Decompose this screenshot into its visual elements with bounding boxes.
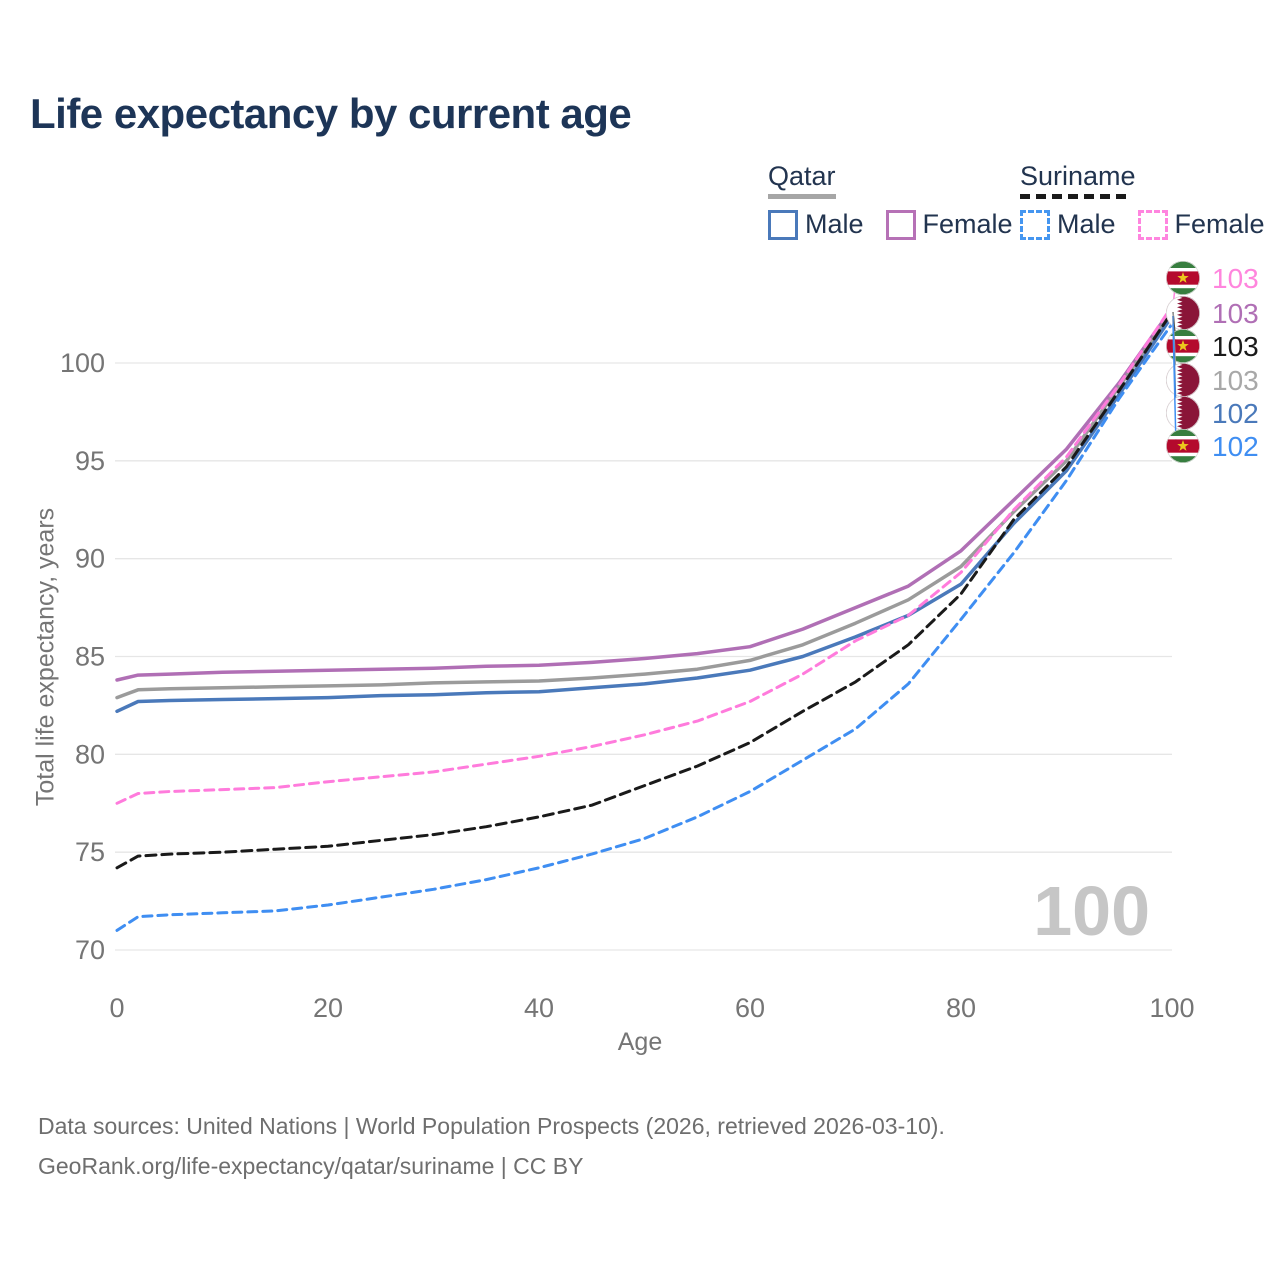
legend-label-qatar-female: Female <box>922 209 1013 239</box>
legend-group-qatar: Qatar Male Female <box>768 162 1035 240</box>
qatar-female-checkbox-icon[interactable] <box>885 209 916 240</box>
x-tick-80: 80 <box>946 993 976 1023</box>
series-line-qatar-all <box>115 310 1174 700</box>
x-tick-100: 100 <box>1149 993 1194 1023</box>
x-tick-60: 60 <box>735 993 765 1023</box>
legend-toggle-qatar-male[interactable]: Male <box>768 209 864 240</box>
x-tick-40: 40 <box>524 993 554 1023</box>
series-line-suriname-female <box>115 304 1174 805</box>
y-tick-75: 75 <box>75 837 105 867</box>
end-value-suriname-female: 103 <box>1212 263 1259 294</box>
qatar-flag-icon <box>1166 363 1200 397</box>
y-tick-95: 95 <box>75 446 105 476</box>
y-tick-70: 70 <box>75 935 105 965</box>
end-value-qatar-female: 103 <box>1212 298 1259 329</box>
end-value-suriname-all: 103 <box>1212 331 1259 362</box>
data-sources-line: Data sources: United Nations | World Pop… <box>38 1113 945 1139</box>
series-line-suriname-male <box>115 322 1174 932</box>
legend-toggle-qatar-female[interactable]: Female <box>885 209 1013 240</box>
end-value-qatar-male: 102 <box>1212 398 1259 429</box>
legend-country-suriname-label: Suriname <box>1020 161 1136 191</box>
legend-label-qatar-male: Male <box>805 209 864 239</box>
qatar-male-checkbox-icon[interactable] <box>768 209 798 240</box>
qatar-solid-line-sample <box>768 194 836 199</box>
series-line-qatar-female <box>115 306 1174 682</box>
y-tick-85: 85 <box>75 642 105 672</box>
x-tick-0: 0 <box>109 993 124 1023</box>
end-label-qatar-female: 103 <box>1166 296 1259 330</box>
suriname-dashed-line-sample <box>1020 194 1132 199</box>
x-axis-title: Age <box>617 1028 663 1056</box>
footer: Data sources: United Nations | World Pop… <box>38 1106 945 1186</box>
end-value-qatar-all: 103 <box>1212 365 1259 396</box>
attribution-line: GeoRank.org/life-expectancy/qatar/surina… <box>38 1153 584 1179</box>
series-line-suriname-all <box>115 310 1174 870</box>
suriname-female-checkbox-icon[interactable] <box>1137 209 1168 240</box>
legend-group-suriname: Suriname Male Female <box>1020 162 1280 240</box>
legend-label-suriname-male: Male <box>1057 209 1116 239</box>
grid-and-ticks: 70 75 80 85 90 95 100 0 20 40 60 80 100 <box>60 348 1195 1023</box>
y-axis-title: Total life expectancy, years <box>31 507 60 807</box>
suriname-flag-icon <box>1166 261 1200 295</box>
legend-toggle-suriname-male[interactable]: Male <box>1020 209 1116 240</box>
x-tick-20: 20 <box>313 993 343 1023</box>
page-title: Life expectancy by current age <box>30 90 632 137</box>
end-label-qatar-male: 102 <box>1166 315 1259 430</box>
suriname-male-checkbox-icon[interactable] <box>1020 209 1050 240</box>
legend-toggle-suriname-female[interactable]: Female <box>1137 209 1265 240</box>
age-frame-watermark: 100 <box>1033 872 1150 950</box>
legend-label-suriname-female: Female <box>1174 209 1265 239</box>
legend-country-qatar-label: Qatar <box>768 161 836 191</box>
end-value-suriname-male: 102 <box>1212 431 1259 462</box>
end-label-suriname-female: 103 <box>1166 261 1259 307</box>
suriname-flag-icon <box>1166 329 1200 363</box>
qatar-flag-icon <box>1166 296 1200 330</box>
end-label-suriname-male: 102 <box>1166 323 1259 463</box>
suriname-flag-icon <box>1166 429 1200 463</box>
y-tick-80: 80 <box>75 739 105 769</box>
end-label-qatar-all: 103 <box>1166 312 1259 397</box>
y-tick-90: 90 <box>75 544 105 574</box>
series-line-qatar-male <box>115 314 1174 714</box>
y-tick-100: 100 <box>60 348 105 378</box>
qatar-flag-icon <box>1166 396 1200 430</box>
series-lines <box>115 304 1174 932</box>
